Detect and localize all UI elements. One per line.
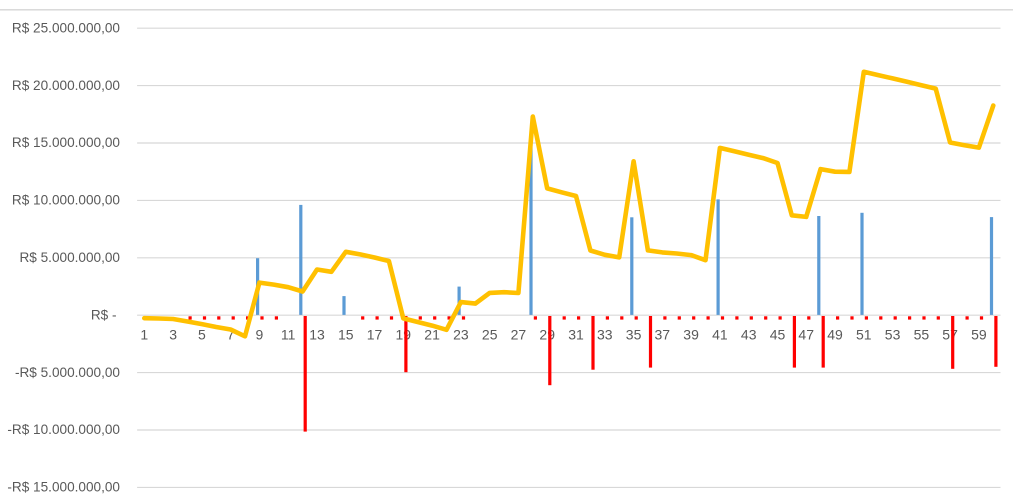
- svg-text:3: 3: [169, 326, 177, 342]
- svg-text:13: 13: [309, 326, 325, 342]
- svg-text:43: 43: [741, 326, 757, 342]
- svg-text:23: 23: [453, 326, 469, 342]
- svg-text:5: 5: [198, 326, 206, 342]
- svg-text:45: 45: [770, 326, 786, 342]
- svg-text:57: 57: [942, 326, 958, 342]
- svg-text:33: 33: [597, 326, 613, 342]
- svg-text:R$ -: R$ -: [91, 307, 117, 322]
- svg-text:35: 35: [626, 326, 642, 342]
- svg-text:-R$ 15.000.000,00: -R$ 15.000.000,00: [7, 480, 120, 495]
- svg-text:27: 27: [511, 326, 527, 342]
- svg-text:R$ 15.000.000,00: R$ 15.000.000,00: [12, 135, 121, 150]
- svg-text:-R$ 5.000.000,00: -R$ 5.000.000,00: [15, 365, 120, 380]
- svg-text:15: 15: [338, 326, 354, 342]
- svg-text:59: 59: [971, 326, 987, 342]
- svg-text:17: 17: [367, 326, 383, 342]
- svg-text:31: 31: [568, 326, 584, 342]
- svg-text:R$ 25.000.000,00: R$ 25.000.000,00: [12, 20, 121, 35]
- svg-text:11: 11: [281, 326, 296, 342]
- svg-text:-R$ 10.000.000,00: -R$ 10.000.000,00: [7, 422, 120, 437]
- svg-text:39: 39: [683, 326, 699, 342]
- svg-text:R$ 5.000.000,00: R$ 5.000.000,00: [19, 250, 120, 265]
- svg-text:1: 1: [140, 326, 148, 342]
- svg-text:R$ 20.000.000,00: R$ 20.000.000,00: [12, 78, 121, 93]
- svg-text:R$ 10.000.000,00: R$ 10.000.000,00: [12, 193, 121, 208]
- svg-text:47: 47: [798, 326, 814, 342]
- svg-text:29: 29: [539, 326, 555, 342]
- svg-text:51: 51: [856, 326, 872, 342]
- svg-text:21: 21: [424, 326, 440, 342]
- svg-text:25: 25: [482, 326, 498, 342]
- svg-text:37: 37: [655, 326, 671, 342]
- svg-text:9: 9: [256, 326, 264, 342]
- svg-text:41: 41: [712, 326, 728, 342]
- svg-text:7: 7: [227, 326, 235, 342]
- svg-text:53: 53: [885, 326, 901, 342]
- svg-text:49: 49: [827, 326, 843, 342]
- svg-text:19: 19: [396, 326, 412, 342]
- svg-text:55: 55: [914, 326, 930, 342]
